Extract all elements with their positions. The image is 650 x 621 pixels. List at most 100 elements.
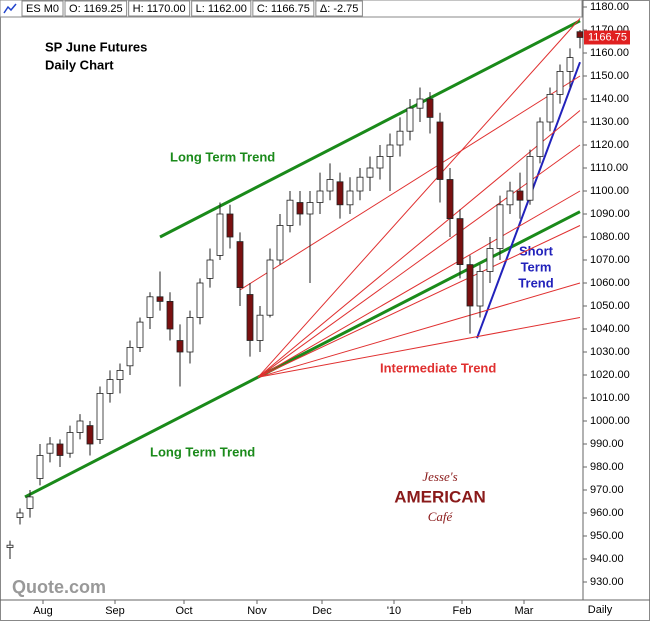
candle-body [156, 296, 164, 302]
y-tick-label: 1180.00 [590, 1, 629, 13]
y-tick-label: 930.00 [590, 576, 624, 588]
header-box [64, 0, 128, 17]
header-bar [0, 0, 583, 18]
candle-body [536, 121, 544, 157]
candle-body [26, 496, 34, 509]
candle-body [346, 190, 354, 206]
candle-body [456, 218, 464, 266]
annotation: Intermediate Trend [380, 360, 496, 375]
x-tick-label: Oct [175, 605, 192, 617]
x-tick-label: '10 [387, 605, 401, 617]
header-box [128, 0, 191, 17]
candle-body [126, 346, 134, 367]
candle-body [96, 392, 104, 440]
x-tick-label: Mar [515, 605, 534, 617]
candle-body [216, 213, 224, 256]
candle-body [246, 294, 254, 341]
logo: Jesse's [422, 469, 457, 484]
candle-body [256, 314, 264, 341]
candle-body [556, 71, 564, 95]
candle-body [406, 107, 414, 132]
candle-body [56, 443, 64, 456]
y-tick-label: 990.00 [590, 438, 624, 450]
trend-line [257, 18, 581, 378]
y-tick-label: 1020.00 [590, 369, 630, 381]
candle-body [116, 369, 124, 380]
y-tick-label: 1110.00 [590, 162, 628, 174]
chart-title: Daily Chart [45, 57, 114, 72]
y-tick-label: 970.00 [590, 484, 624, 496]
y-tick-label: 1130.00 [590, 116, 629, 128]
candle-body [106, 379, 114, 394]
header-box [315, 0, 363, 17]
candle-body [186, 317, 194, 353]
last-price-label: 1166.75 [588, 31, 627, 43]
candle-body [576, 31, 584, 38]
y-tick-label: 1100.00 [590, 185, 629, 197]
header-box [191, 0, 252, 17]
candle-body [226, 213, 234, 238]
trend-line [257, 190, 581, 378]
trend-line [257, 110, 581, 378]
header-icon [3, 3, 17, 14]
candle-body [336, 181, 344, 206]
annotation: Term [521, 259, 552, 274]
trend-line [239, 75, 581, 291]
candle-body [86, 425, 94, 445]
header-field: H: 1170.00 [133, 3, 186, 15]
candle-body [386, 144, 394, 157]
x-tick-label: Nov [247, 605, 267, 617]
annotation: Long Term Trend [170, 149, 275, 164]
y-tick-label: 1030.00 [590, 346, 630, 358]
x-tick-label: Aug [33, 605, 53, 617]
candle-body [376, 156, 384, 169]
header-field: L: 1162.00 [196, 3, 247, 15]
y-tick-label: 1090.00 [590, 208, 630, 220]
y-tick-label: 960.00 [590, 507, 624, 519]
candle-body [476, 271, 484, 307]
candle-body [136, 321, 144, 348]
y-tick-label: 950.00 [590, 530, 624, 542]
candle-body [466, 264, 474, 307]
candle-body [506, 190, 514, 206]
candle-body [396, 130, 404, 146]
logo: Café [428, 509, 454, 524]
header-field: C: 1166.75 [257, 3, 310, 15]
y-tick-label: 1010.00 [590, 392, 630, 404]
y-tick-label: 1040.00 [590, 323, 630, 335]
header-box [21, 0, 64, 17]
candle-body [496, 204, 504, 249]
trend-line [257, 317, 581, 378]
candle-body [436, 121, 444, 180]
candle-body [146, 296, 154, 318]
candle-body [66, 432, 74, 454]
candle-body [306, 202, 314, 215]
y-tick-label: 1150.00 [590, 70, 629, 82]
trend-line [159, 19, 581, 239]
candle-body [516, 190, 524, 201]
candle-body [196, 282, 204, 318]
candle-body [366, 167, 374, 178]
annotation: Trend [518, 275, 553, 290]
candle-body [566, 57, 574, 72]
candle-body [526, 156, 534, 201]
header-field: O: 1169.25 [69, 3, 123, 15]
candle-body [236, 241, 244, 289]
y-tick-label: 1000.00 [590, 415, 630, 427]
chart-title: SP June Futures [45, 39, 147, 54]
annotation: Short [519, 243, 554, 258]
candle-body [36, 455, 44, 479]
candle-body [206, 259, 214, 279]
y-tick-label: 1060.00 [590, 277, 630, 289]
candle-body [266, 259, 274, 316]
y-tick-label: 980.00 [590, 461, 624, 473]
candle-body [446, 179, 454, 219]
candle-body [326, 179, 334, 192]
x-tick-label: Sep [105, 605, 125, 617]
x-tick-label: Dec [312, 605, 332, 617]
logo: AMERICAN [394, 487, 486, 506]
candle-body [6, 544, 14, 548]
header-field: Δ: -2.75 [320, 3, 359, 15]
candle-body [76, 420, 84, 433]
